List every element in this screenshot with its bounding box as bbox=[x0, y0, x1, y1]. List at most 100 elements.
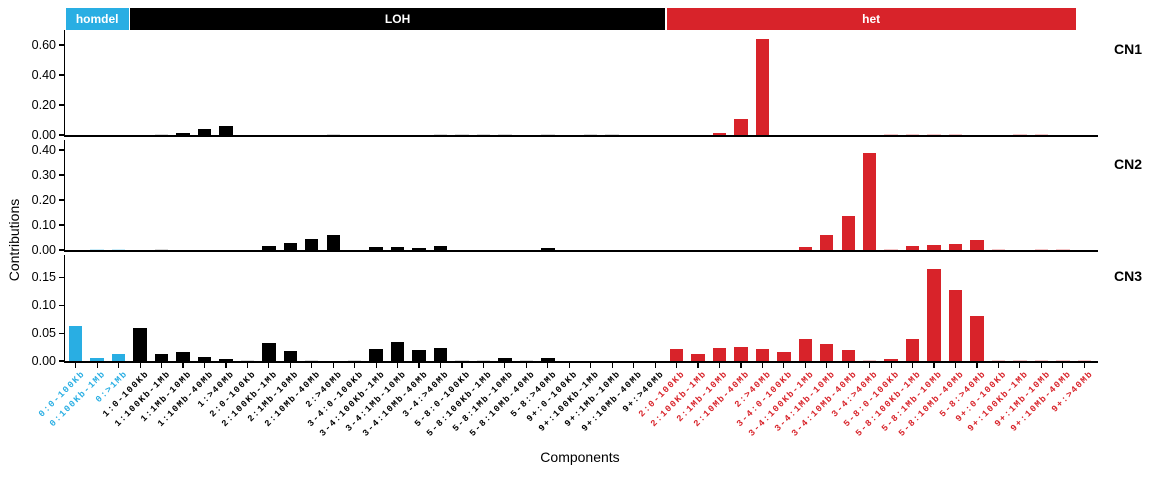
y-tick-label: 0.30 bbox=[31, 167, 56, 182]
y-tick bbox=[59, 276, 64, 278]
x-baseline bbox=[63, 135, 1098, 137]
bar-CN1-38 bbox=[884, 133, 898, 135]
bar-CN2-10 bbox=[283, 242, 297, 250]
panel-label-CN2: CN2 bbox=[1113, 156, 1142, 172]
bar-CN3-11 bbox=[305, 359, 319, 361]
bar-CN3-5 bbox=[176, 351, 190, 361]
bar-CN1-25 bbox=[605, 133, 619, 135]
y-tick bbox=[59, 44, 64, 46]
x-tick bbox=[697, 362, 699, 368]
x-tick bbox=[761, 362, 763, 368]
bar-CN3-44 bbox=[1013, 359, 1027, 361]
y-tick-label: 0.10 bbox=[31, 297, 56, 312]
y-tick-label: 0.20 bbox=[31, 97, 56, 112]
x-tick bbox=[997, 362, 1000, 368]
bar-CN3-45 bbox=[1034, 359, 1049, 361]
bar-CN3-15 bbox=[390, 342, 405, 361]
bar-CN3-16 bbox=[412, 349, 426, 361]
bar-CN1-39 bbox=[905, 133, 920, 135]
bar-CN3-4 bbox=[154, 354, 169, 361]
bar-CN3-22 bbox=[541, 357, 555, 361]
bar-CN2-15 bbox=[390, 247, 405, 250]
bar-CN2-22 bbox=[541, 248, 555, 250]
bar-CN3-7 bbox=[219, 358, 233, 361]
bar-CN1-17 bbox=[433, 133, 448, 135]
bar-CN3-19 bbox=[476, 359, 491, 361]
bar-CN1-5 bbox=[176, 133, 190, 135]
x-tick bbox=[847, 362, 849, 368]
bar-CN3-13 bbox=[347, 359, 362, 361]
bar-CN3-6 bbox=[197, 356, 212, 361]
y-tick bbox=[59, 304, 64, 306]
bar-CN1-19 bbox=[476, 133, 491, 135]
x-tick bbox=[268, 362, 270, 368]
x-tick bbox=[1083, 362, 1085, 368]
bar-CN3-2 bbox=[111, 354, 126, 361]
bar-CN2-37 bbox=[862, 152, 877, 250]
x-tick bbox=[203, 362, 206, 368]
panel-label-CN1: CN1 bbox=[1113, 41, 1142, 57]
x-tick bbox=[504, 362, 506, 368]
x-tick bbox=[933, 362, 935, 368]
x-tick bbox=[869, 362, 871, 368]
bar-CN3-35 bbox=[820, 344, 834, 361]
x-tick bbox=[826, 362, 828, 368]
bar-CN3-9 bbox=[262, 343, 276, 361]
x-tick bbox=[375, 362, 377, 368]
bar-CN3-46 bbox=[1056, 359, 1070, 361]
y-tick-label: 0.40 bbox=[31, 142, 56, 157]
panel-label-CN3: CN3 bbox=[1113, 268, 1142, 284]
group-header-loh: LOH bbox=[130, 8, 666, 30]
x-tick bbox=[182, 362, 184, 368]
bar-CN1-44 bbox=[1013, 133, 1027, 135]
bar-CN2-17 bbox=[433, 246, 448, 250]
y-tick bbox=[59, 199, 64, 201]
bar-CN1-12 bbox=[326, 133, 340, 135]
x-tick bbox=[160, 362, 163, 368]
bar-CN2-1 bbox=[90, 248, 104, 250]
y-tick-label: 0.05 bbox=[31, 325, 56, 340]
x-tick bbox=[418, 362, 420, 368]
bar-CN3-20 bbox=[498, 357, 512, 361]
bar-CN1-18 bbox=[455, 133, 469, 135]
bar-CN1-32 bbox=[755, 39, 770, 135]
x-tick bbox=[783, 362, 785, 368]
x-tick bbox=[246, 362, 248, 368]
x-tick bbox=[976, 362, 978, 368]
y-tick bbox=[59, 104, 64, 106]
bar-CN1-6 bbox=[197, 129, 212, 135]
bar-CN2-36 bbox=[841, 216, 855, 250]
y-tick bbox=[59, 174, 64, 176]
bar-CN3-40 bbox=[927, 268, 941, 361]
bar-CN2-16 bbox=[412, 248, 426, 250]
x-tick bbox=[482, 362, 485, 368]
bar-CN3-41 bbox=[948, 289, 963, 361]
bar-CN3-29 bbox=[691, 354, 705, 361]
x-tick bbox=[547, 362, 549, 368]
y-tick bbox=[59, 224, 64, 226]
bar-CN3-47 bbox=[1077, 359, 1091, 361]
bar-CN1-20 bbox=[498, 133, 512, 135]
bar-CN2-46 bbox=[1056, 248, 1070, 250]
x-tick bbox=[289, 362, 291, 368]
bar-CN2-34 bbox=[798, 247, 812, 250]
bar-CN3-18 bbox=[455, 359, 469, 361]
y-axis-title: Contributions bbox=[6, 198, 22, 282]
y-tick-label: 0.10 bbox=[31, 217, 56, 232]
x-tick bbox=[525, 362, 527, 368]
bar-CN3-39 bbox=[905, 338, 920, 361]
bar-CN1-4 bbox=[154, 133, 169, 135]
y-axis-line bbox=[63, 255, 65, 361]
bar-CN3-30 bbox=[712, 347, 727, 361]
x-tick bbox=[1040, 362, 1042, 368]
x-tick bbox=[225, 362, 227, 368]
x-tick bbox=[568, 362, 570, 368]
x-tick bbox=[633, 362, 635, 368]
x-tick bbox=[332, 362, 334, 368]
bar-CN2-42 bbox=[970, 240, 984, 250]
x-tick bbox=[461, 362, 463, 368]
bar-CN3-37 bbox=[862, 359, 877, 361]
x-tick bbox=[96, 362, 98, 368]
bar-CN3-14 bbox=[369, 348, 383, 361]
